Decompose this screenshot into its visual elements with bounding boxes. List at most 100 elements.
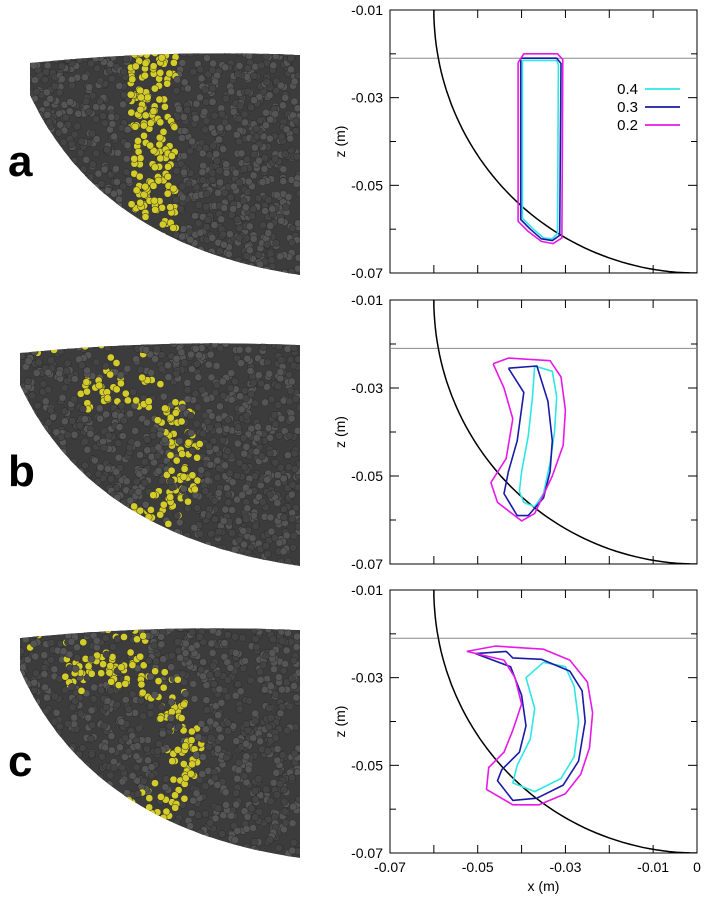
bed-particle: [32, 87, 41, 96]
chart-a: -0.01 -0.03 -0.05 -0.07 z (m) 0.40.30.2: [332, 2, 698, 281]
bed-particle: [43, 88, 51, 97]
tracer-particle: [128, 75, 137, 84]
bed-particle: [180, 168, 188, 177]
bed-particle: [194, 403, 202, 412]
bed-particle: [215, 135, 223, 144]
bed-particle: [262, 53, 270, 61]
bed-particle: [261, 207, 269, 215]
bed-particle: [240, 110, 249, 119]
bed-particle: [254, 194, 263, 202]
y-axis-label: z (m): [332, 126, 348, 158]
bed-particle: [242, 252, 251, 260]
bed-particle: [295, 189, 300, 198]
bed-particle: [196, 65, 205, 74]
x-tick-label: -0.07: [374, 859, 406, 875]
contour-0.2: [517, 52, 564, 245]
bed-particle: [184, 179, 193, 188]
tracer-particle: [127, 200, 136, 209]
bed-particle: [231, 168, 240, 177]
bed-particle: [222, 160, 231, 169]
bed-particle: [174, 105, 183, 113]
plot-frame: [389, 9, 698, 274]
bed-particle: [79, 165, 88, 173]
bed-particle: [192, 183, 201, 192]
bed-particle: [173, 75, 182, 84]
drum-wall-curve: [433, 10, 697, 273]
tracer-particle: [154, 176, 163, 185]
bed-particle: [250, 96, 259, 105]
bed-particle: [235, 137, 243, 146]
contour-0.4: [511, 661, 580, 793]
tracer-particle: [164, 162, 172, 171]
bed-particle: [284, 193, 293, 201]
bed-particle: [296, 273, 300, 276]
tracer-particle: [163, 79, 172, 88]
bed-particle: [184, 84, 192, 93]
bed-particle: [77, 137, 86, 146]
bed-particle: [294, 264, 300, 273]
bed-particle: [235, 224, 244, 233]
bed-particle: [250, 143, 259, 152]
bed-particle: [221, 118, 229, 127]
bed-particle: [113, 178, 121, 186]
tracer-particle: [146, 119, 155, 127]
bed-particle: [260, 165, 269, 173]
tracer-particle: [150, 196, 159, 205]
bed-particle: [233, 472, 241, 480]
bed-particle: [119, 100, 127, 109]
bed-particle: [178, 134, 186, 142]
bed-particle: [119, 67, 128, 76]
bed-particle: [208, 168, 217, 177]
tracer-particle: [134, 137, 142, 145]
bed-particle: [196, 228, 205, 237]
bed-particle: [222, 94, 230, 103]
bed-particle: [211, 77, 219, 86]
bed-particle: [240, 165, 248, 173]
bed-particle: [277, 217, 286, 225]
contour-0.3: [519, 57, 562, 242]
tracer-particle: [151, 205, 159, 214]
bed-particle: [62, 113, 70, 122]
bed-particle: [208, 98, 217, 106]
y-axis-label: z (m): [332, 416, 348, 448]
bed-particle: [131, 427, 139, 435]
bed-particle: [243, 155, 251, 164]
bed-particle: [267, 256, 276, 265]
tracer-particle: [168, 152, 176, 160]
bed-particle: [271, 155, 279, 163]
tracer-particle: [169, 224, 178, 232]
bed-particle: [248, 212, 257, 220]
bed-particle: [110, 189, 118, 198]
tracer-particle: [159, 128, 168, 136]
x-tick-label: -0.03: [549, 859, 581, 875]
tracer-particle: [155, 140, 164, 149]
bed-particle: [294, 219, 300, 228]
bed-particle: [271, 110, 279, 118]
bed-particle: [202, 202, 210, 211]
tracer-particle: [151, 53, 159, 57]
bed-particle: [235, 234, 244, 242]
bed-particle: [209, 142, 217, 150]
bed-particle: [83, 445, 92, 454]
legend-label: 0.2: [617, 117, 638, 134]
bed-particle: [180, 127, 189, 135]
bed-particle: [46, 94, 55, 103]
tracer-particle: [170, 123, 179, 131]
bed-particle: [267, 395, 276, 404]
tracer-particle: [135, 172, 144, 181]
bed-particle: [292, 117, 300, 125]
bed-particle: [241, 118, 249, 127]
bed-particle: [293, 104, 300, 113]
bed-particle: [252, 124, 261, 133]
bed-particle: [213, 157, 222, 165]
bed-particle: [172, 196, 181, 204]
bed-particle: [275, 343, 283, 351]
bed-particle: [99, 474, 108, 483]
bed-particle: [235, 459, 244, 467]
bed-particle: [191, 212, 199, 220]
bed-particle: [273, 191, 281, 199]
bed-particle: [245, 222, 254, 231]
chart-b: -0.01 -0.03 -0.05 -0.07 z (m): [332, 292, 698, 572]
bed-particle: [235, 178, 244, 187]
bed-particle: [263, 78, 271, 87]
